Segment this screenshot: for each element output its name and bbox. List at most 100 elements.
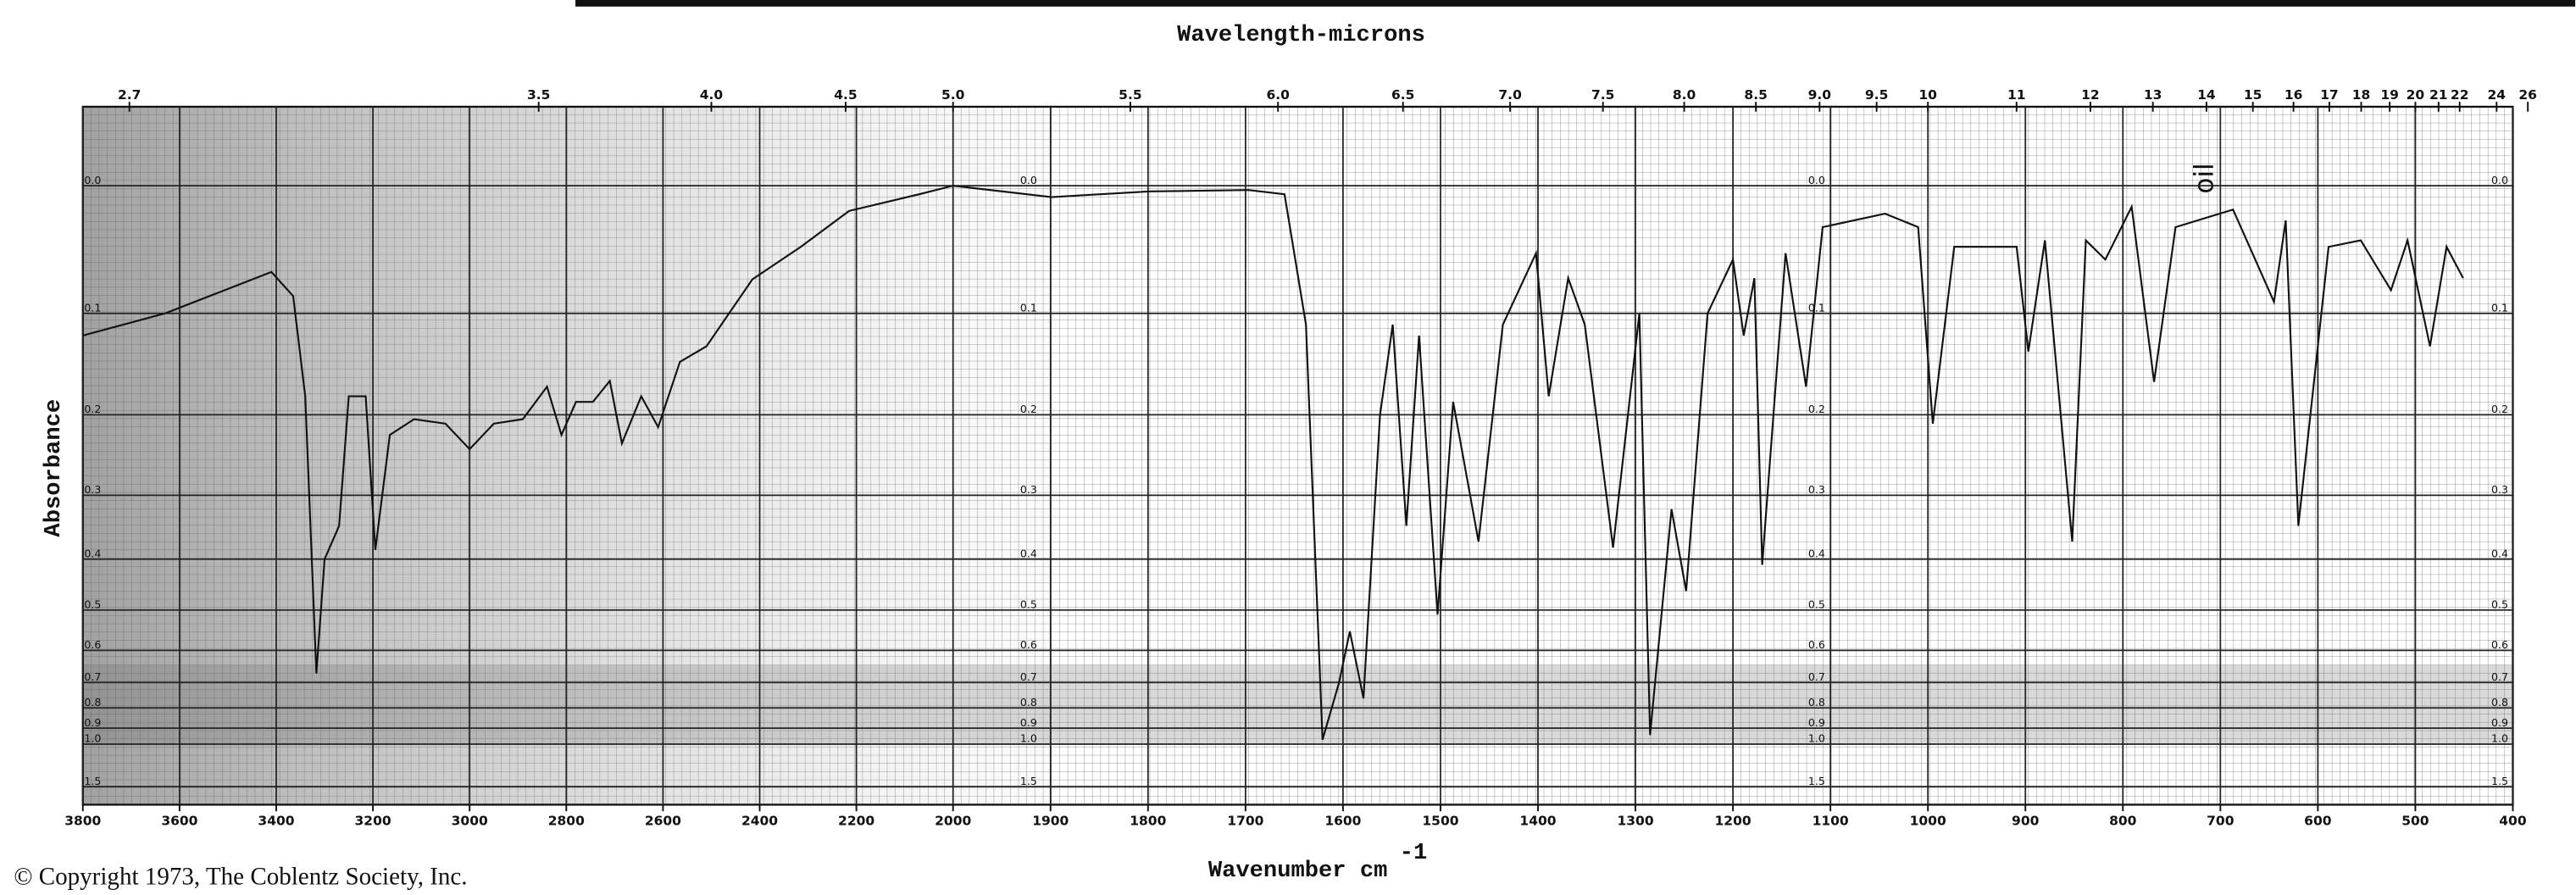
y-tick-label: 1.5 [1808,775,1825,787]
x-tick-label: 700 [2207,813,2235,828]
y-tick-label: 0.6 [2491,638,2508,651]
x-tick-label: 3600 [161,813,197,828]
y-tick-label: 0.9 [2491,716,2508,729]
shading [82,106,1052,805]
copyright: © Copyright 1973, The Coblentz Society, … [14,863,467,890]
top-bar [575,0,2576,7]
top-tick-label: 7.5 [1591,87,1614,103]
top-tick-label: 18 [2352,87,2371,103]
y-tick-label: 0.6 [1020,638,1037,651]
y-tick-label: 0.0 [2491,174,2508,186]
spectrum-line [82,185,953,674]
top-tick-label: 15 [2244,87,2262,103]
y-tick-label: 0.7 [2491,670,2508,683]
top-tick-label: 6.5 [1391,87,1414,103]
x-tick-label: 2000 [935,813,971,828]
y-tick-label: 0.0 [1808,174,1825,186]
x-tick-label: 2200 [838,813,874,828]
y-tick-label: 0.9 [84,716,101,729]
top-tick-label: 3.5 [527,87,550,103]
x-tick-label: 1200 [1715,813,1752,828]
top-tick-label: 8.0 [1673,87,1696,103]
y-tick-label: 1.5 [2491,775,2508,787]
y-tick-label: 0.5 [2491,598,2508,610]
y-tick-label: 1.5 [1020,775,1037,787]
y-tick-label: 0.4 [84,547,101,559]
x-tick-label: 1800 [1130,813,1166,828]
shading-band [82,664,2513,744]
y-tick-label: 0.1 [84,301,101,314]
y-tick-label: 0.4 [2491,547,2508,559]
y-tick-label: 0.0 [84,174,101,186]
y-tick-label: 0.2 [1020,403,1037,415]
y-tick-label: 0.5 [1808,598,1825,610]
y-tick-label: 1.0 [1020,732,1037,745]
x-tick-label: 1700 [1227,813,1263,828]
top-tick-label: 5.0 [941,87,965,103]
top-tick-label: 9.0 [1808,87,1832,103]
x-tick-label: 1500 [1422,813,1458,828]
y-tick-label: 0.6 [84,638,101,651]
top-tick-label: 4.0 [700,87,724,103]
y-tick-label: 0.9 [1020,716,1037,729]
top-tick-label: 6.0 [1266,87,1290,103]
y-tick-label: 0.8 [2491,696,2508,709]
y-tick-label: 0.4 [1808,547,1825,559]
top-tick-label: 19 [2380,87,2399,103]
top-tick-label: 16 [2285,87,2303,103]
x-tick-label: 500 [2401,813,2429,828]
top-tick-label: 7.0 [1498,87,1522,103]
top-tick-label: 17 [2320,87,2339,103]
y-tick-label: 0.8 [1808,696,1825,709]
x-tick-label: 1600 [1324,813,1361,828]
top-tick-label: 14 [2197,87,2216,103]
y-axis-title: Absorbance [41,399,67,537]
y-tick-label: 0.9 [1808,716,1825,729]
top-tick-label: 11 [2007,87,2026,103]
y-tick-label: 0.3 [1808,483,1825,496]
x-tick-label: 1300 [1617,813,1653,828]
y-tick-label: 0.8 [1020,696,1037,709]
x-axis-title-sup: -1 [1400,840,1428,866]
y-tick-label: 0.3 [2491,483,2508,496]
y-tick-label: 0.1 [2491,301,2508,314]
x-tick-label: 900 [2012,813,2040,828]
y-tick-label: 1.5 [84,775,101,787]
y-tick-label: 0.7 [1808,670,1825,683]
y-tick-label: 0.2 [84,403,101,415]
y-tick-label: 0.1 [1808,301,1825,314]
x-tick-label: 800 [2109,813,2137,828]
x-tick-label: 3400 [258,813,294,828]
x-tick-label: 2400 [741,813,778,828]
top-tick-label: 9.5 [1865,87,1888,103]
y-tick-label: 0.0 [1020,174,1037,186]
y-tick-label: 0.1 [1020,301,1037,314]
y-tick-label: 0.3 [1020,483,1037,496]
y-tick-label: 0.2 [2491,403,2508,415]
top-tick-label: 24 [2487,87,2506,103]
top-tick-label: 8.5 [1744,87,1767,103]
y-tick-label: 0.2 [1808,403,1825,415]
x-tick-label: 1400 [1519,813,1556,828]
y-tick-label: 0.5 [84,598,101,610]
x-tick-label: 1900 [1032,813,1069,828]
x-tick-label: 2800 [548,813,585,828]
x-tick-label: 1000 [1910,813,1946,828]
x-tick-label: 3200 [355,813,391,828]
x-tick-label: 3800 [64,813,101,828]
x-tick-label: 3000 [452,813,488,828]
y-tick-label: 0.7 [1020,670,1037,683]
top-tick-label: 22 [2451,87,2469,103]
y-tick-label: 0.5 [1020,598,1037,610]
top-tick-label: 2.7 [118,87,141,103]
y-tick-label: 0.7 [84,670,101,683]
y-tick-label: 0.8 [84,696,101,709]
x-tick-label: 2600 [645,813,681,828]
top-tick-label: 20 [2407,87,2425,103]
spectrum-line [952,185,2464,741]
x-tick-label: 1100 [1813,813,1849,828]
x-tick-label: 400 [2499,813,2527,828]
top-tick-label: 21 [2429,87,2448,103]
